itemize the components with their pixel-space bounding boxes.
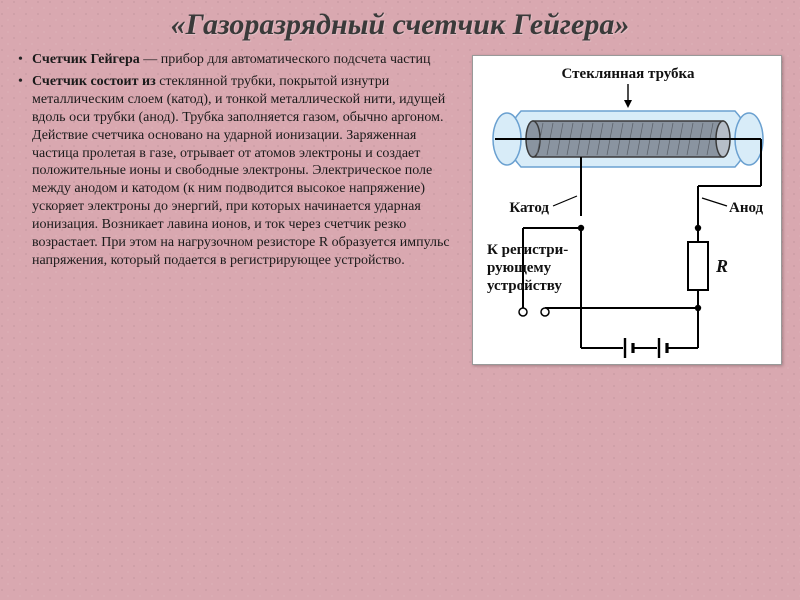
details-rest: стеклянной трубки, покрытой изнутри мета… [32, 74, 450, 268]
definition-term: Счетчик Гейгера [32, 52, 140, 67]
bullet-definition: Счетчик Гейгера — прибор для автоматичес… [32, 51, 456, 69]
bullet-details: Счетчик состоит из стеклянной трубки, по… [32, 73, 456, 270]
content-row: Счетчик Гейгера — прибор для автоматичес… [18, 51, 782, 541]
svg-text:рующему: рующему [487, 260, 552, 276]
svg-text:Стеклянная трубка: Стеклянная трубка [562, 66, 695, 82]
bullet-list: Счетчик Гейгера — прибор для автоматичес… [18, 51, 456, 270]
slide-title: «Газоразрядный счетчик Гейгера» [18, 8, 782, 41]
svg-text:устройству: устройству [487, 278, 562, 294]
definition-rest: — прибор для автоматического подсчета ча… [140, 52, 431, 67]
diagram-column: Стеклянная трубка Катод Анод R К регистри-ру… [472, 51, 782, 541]
svg-text:Анод: Анод [729, 200, 764, 216]
svg-text:К регистри-: К регистри- [487, 242, 568, 258]
slide: «Газоразрядный счетчик Гейгера» Счетчик … [0, 0, 800, 600]
svg-text:R: R [715, 256, 728, 276]
svg-text:Катод: Катод [509, 200, 549, 216]
geiger-diagram: Стеклянная трубка Катод Анод R К регистри-ру… [472, 55, 782, 365]
text-column: Счетчик Гейгера — прибор для автоматичес… [18, 51, 460, 541]
details-term: Счетчик состоит из [32, 74, 156, 89]
geiger-svg: Стеклянная трубка Катод Анод R К регистри-ру… [473, 56, 783, 366]
